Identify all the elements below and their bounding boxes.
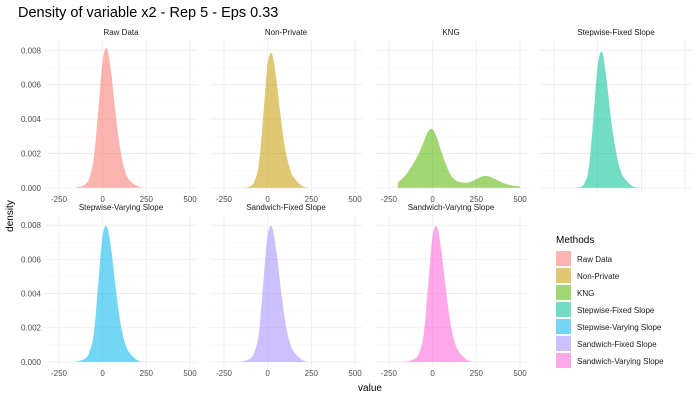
x-tick-label: -250: [51, 369, 68, 378]
density-area: [397, 225, 520, 362]
facet-strip-label: Raw Data: [103, 28, 139, 37]
density-area: [562, 51, 685, 188]
legend-label: Sandwich-Fixed Slope: [577, 340, 657, 349]
y-tick-label: 0.002: [21, 324, 42, 333]
x-tick-label: 0: [430, 195, 435, 204]
facet-panel: Sandwich-Varying Slope -250 0 250 500: [375, 203, 527, 378]
legend-label: Non-Private: [577, 272, 620, 281]
density-area: [397, 128, 520, 188]
x-tick-label: -250: [381, 369, 398, 378]
legend-key: [556, 302, 571, 317]
x-tick-label: 0: [265, 369, 270, 378]
facet-strip-label: Stepwise-Fixed Slope: [577, 28, 655, 37]
x-tick-label: 500: [183, 369, 197, 378]
legend-label: Sandwich-Varying Slope: [577, 357, 664, 366]
facet-strip-label: KNG: [442, 28, 459, 37]
x-tick-label: -250: [216, 195, 233, 204]
facet-strip-label: Non-Private: [265, 28, 308, 37]
x-tick-label: 250: [470, 195, 484, 204]
x-tick-label: -250: [216, 369, 233, 378]
facet-panel: Sandwich-Fixed Slope -250 0 250 500: [210, 203, 362, 378]
y-tick-label: 0.000: [21, 358, 42, 367]
legend-title: Methods: [556, 235, 594, 246]
facet-strip-label: Sandwich-Fixed Slope: [246, 203, 326, 212]
chart-title: Density of variable x2 - Rep 5 - Eps 0.3…: [18, 5, 278, 21]
y-tick-label: 0.000: [21, 184, 42, 193]
y-tick-label: 0.008: [21, 221, 42, 230]
x-tick-label: 250: [140, 369, 154, 378]
x-tick-label: -250: [51, 195, 68, 204]
legend-key: [556, 268, 571, 283]
legend-key: [556, 336, 571, 351]
x-tick-label: 0: [430, 369, 435, 378]
x-tick-label: 250: [140, 195, 154, 204]
facet-strip-label: Stepwise-Varying Slope: [79, 203, 164, 212]
facet-strip-label: Sandwich-Varying Slope: [408, 203, 495, 212]
x-tick-label: 500: [183, 195, 197, 204]
x-tick-label: 250: [470, 369, 484, 378]
legend-label: Stepwise-Fixed Slope: [577, 306, 655, 315]
y-tick-label: 0.006: [21, 81, 42, 90]
y-tick-label: 0.004: [21, 290, 42, 299]
facet-panel: KNG -250 0 250 500: [375, 28, 527, 204]
y-axis-label: density: [5, 200, 16, 232]
y-tick-label: 0.006: [21, 255, 42, 264]
x-tick-label: 0: [100, 369, 105, 378]
legend: Methods Raw Data Non-Private KNG Stepwise-F…: [556, 235, 664, 368]
x-tick-label: 0: [100, 195, 105, 204]
facet-panels: Raw Data 0.000 0.002 0.004 0.006 0.008 -250 0 25…: [21, 28, 692, 378]
legend-label: Stepwise-Varying Slope: [577, 323, 662, 332]
y-tick-label: 0.008: [21, 46, 42, 55]
facet-panel: Stepwise-Fixed Slope: [540, 28, 692, 193]
density-area: [67, 47, 190, 188]
x-tick-label: -250: [381, 195, 398, 204]
legend-label: KNG: [577, 289, 594, 298]
legend-key: [556, 285, 571, 300]
facet-panel: Raw Data 0.000 0.002 0.004 0.006 0.008 -250 0 25…: [21, 28, 197, 204]
x-tick-label: 500: [348, 195, 362, 204]
x-tick-label: 250: [305, 195, 319, 204]
x-tick-label: 500: [348, 369, 362, 378]
x-tick-label: 500: [513, 369, 527, 378]
y-tick-label: 0.002: [21, 149, 42, 158]
density-area: [67, 225, 190, 362]
x-axis-label: value: [358, 383, 382, 394]
legend-label: Raw Data: [577, 255, 613, 264]
legend-key: [556, 353, 571, 368]
x-tick-label: 250: [305, 369, 319, 378]
legend-key: [556, 319, 571, 334]
x-tick-label: 0: [265, 195, 270, 204]
facet-panel: Non-Private -250 0 250 500: [210, 28, 362, 204]
legend-key: [556, 251, 571, 266]
facet-panel: Stepwise-Varying Slope 0.000 0.002 0.004 0.0…: [21, 203, 197, 378]
density-area: [232, 52, 355, 188]
density-area: [232, 225, 355, 362]
y-tick-label: 0.004: [21, 115, 42, 124]
x-tick-label: 500: [513, 195, 527, 204]
